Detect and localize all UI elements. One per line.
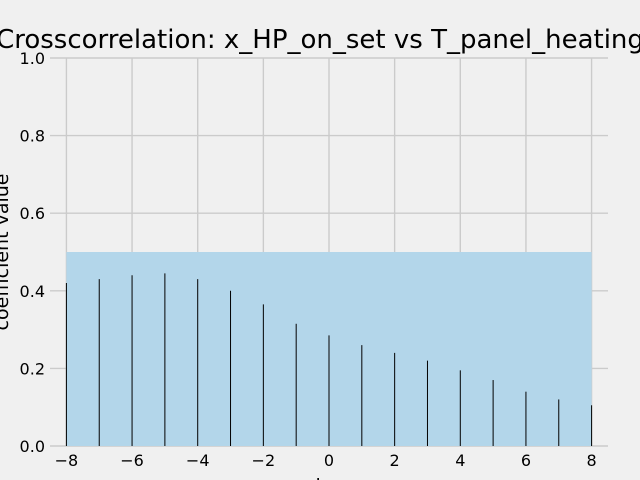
x-tick-labels: −8 −6 −4 −2 0 2 4 6 8: [55, 451, 597, 470]
y-tick-label-0: 0.0: [20, 437, 45, 456]
x-tick-label--8: −8: [55, 451, 79, 470]
y-tick-label-0.2: 0.2: [20, 359, 45, 378]
x-tick-label-2: 2: [390, 451, 400, 470]
x-tick-label-8: 8: [586, 451, 596, 470]
y-tick-label-1: 1.0: [20, 49, 45, 68]
bars: [65, 273, 593, 446]
x-tick-label--4: −4: [186, 451, 210, 470]
chart-title: Crosscorrelation: x_HP_on_set vs T_panel…: [0, 25, 640, 55]
x-tick-label--6: −6: [120, 451, 144, 470]
x-tick-label--2: −2: [252, 451, 276, 470]
y-tick-label-0.6: 0.6: [20, 204, 45, 223]
x-tick-label-0: 0: [324, 451, 334, 470]
x-axis-label: lag: [316, 475, 345, 480]
y-axis-label: coefficient value: [0, 174, 13, 331]
y-tick-label-0.8: 0.8: [20, 127, 45, 146]
y-tick-labels: 0.0 0.2 0.4 0.6 0.8 1.0: [20, 49, 45, 456]
x-tick-label-4: 4: [455, 451, 465, 470]
y-tick-label-0.4: 0.4: [20, 282, 45, 301]
x-tick-label-6: 6: [521, 451, 531, 470]
